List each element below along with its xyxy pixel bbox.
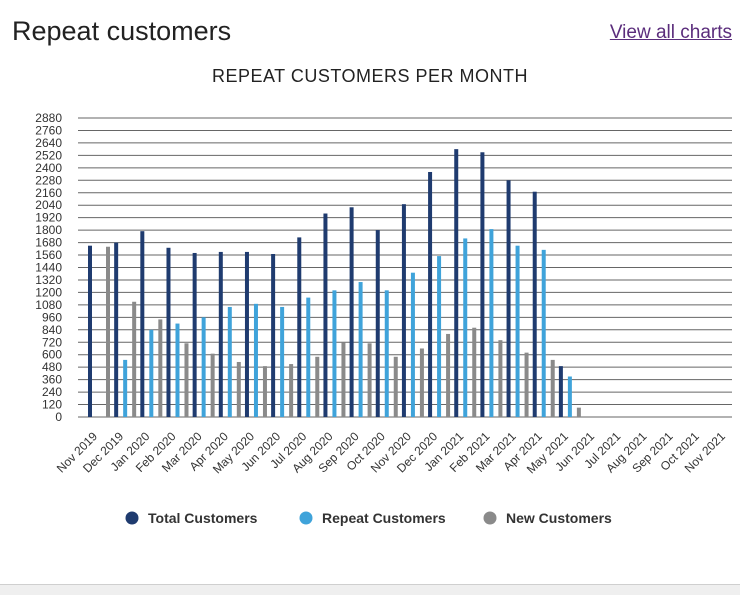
y-tick-label: 600 — [42, 348, 62, 362]
y-tick-label: 2520 — [35, 148, 62, 162]
y-tick-label: 1080 — [35, 298, 62, 312]
bar-new — [393, 356, 398, 417]
bar-total — [297, 237, 302, 417]
y-tick-label: 480 — [42, 360, 62, 374]
bar-repeat — [227, 306, 232, 417]
y-tick-label: 2880 — [35, 111, 62, 125]
page-title: Repeat customers — [12, 16, 232, 46]
bar-repeat — [489, 229, 494, 417]
y-tick-label: 840 — [42, 323, 62, 337]
y-tick-label: 720 — [42, 335, 62, 349]
bar-repeat — [384, 290, 389, 417]
y-tick-label: 1440 — [35, 261, 62, 275]
bar-repeat — [410, 272, 415, 417]
bar-new — [367, 343, 372, 417]
bar-new — [498, 340, 503, 417]
bar-total — [88, 245, 92, 417]
bar-new — [289, 364, 294, 417]
bar-new — [524, 352, 529, 417]
view-all-charts-link[interactable]: View all charts — [609, 22, 732, 43]
bar-total — [375, 230, 380, 417]
y-tick-label: 240 — [42, 385, 62, 399]
bar-repeat — [253, 303, 258, 417]
y-tick-label: 0 — [55, 410, 62, 424]
bar-new — [236, 361, 241, 417]
y-tick-label: 2040 — [35, 198, 62, 212]
bar-repeat — [280, 306, 285, 417]
legend-marker-total — [125, 511, 139, 525]
bar-total — [506, 180, 511, 417]
bar-new — [106, 246, 110, 417]
bar-repeat — [149, 329, 154, 417]
y-tick-label: 2760 — [35, 123, 62, 137]
legend-marker-new — [483, 511, 497, 525]
bar-repeat — [541, 249, 546, 417]
y-tick-label: 1800 — [35, 223, 62, 237]
bar-new — [132, 301, 137, 417]
bar-repeat — [515, 245, 520, 417]
bar-new — [419, 348, 424, 417]
bar-repeat — [463, 238, 468, 417]
bar-total — [558, 366, 563, 417]
bar-total — [166, 247, 171, 417]
legend-label-repeat: Repeat Customers — [322, 510, 446, 526]
bar-total — [218, 251, 223, 417]
bar-repeat — [306, 297, 311, 417]
bar-new — [315, 356, 320, 417]
y-tick-label: 2640 — [35, 136, 62, 150]
legend-marker-repeat — [299, 511, 313, 525]
bar-total — [454, 149, 459, 418]
bar-new — [550, 359, 555, 417]
bar-total — [192, 252, 197, 417]
bar-total — [349, 207, 354, 417]
bar-repeat — [201, 317, 206, 417]
legend-label-new: New Customers — [506, 510, 612, 526]
bar-total — [271, 254, 276, 417]
bar-repeat — [332, 290, 337, 417]
bar-new — [262, 366, 267, 417]
bottom-scroll-bar — [0, 584, 740, 595]
bar-new — [210, 353, 215, 417]
y-tick-label: 120 — [42, 398, 62, 412]
bar-repeat — [358, 282, 363, 417]
bar-total — [114, 242, 119, 417]
y-tick-label: 2400 — [35, 161, 62, 175]
bar-new — [472, 327, 477, 417]
bar-repeat — [567, 376, 572, 417]
chart-title: REPEAT CUSTOMERS PER MONTH — [211, 66, 529, 86]
y-tick-label: 1560 — [35, 248, 62, 262]
bar-new — [184, 343, 189, 417]
bar-new — [446, 333, 451, 417]
y-tick-label: 360 — [42, 373, 62, 387]
y-tick-label: 1920 — [35, 211, 62, 225]
y-tick-label: 960 — [42, 310, 62, 324]
bar-chart: 0120240360480600720840960108012001320144… — [35, 111, 732, 526]
bar-total — [323, 213, 328, 417]
y-tick-label: 1320 — [35, 273, 62, 287]
bar-repeat — [123, 359, 128, 417]
bar-new — [341, 342, 346, 417]
bar-total — [401, 204, 406, 417]
bar-repeat — [437, 256, 442, 417]
bar-total — [480, 152, 485, 417]
bar-total — [428, 171, 433, 417]
bar-total — [244, 251, 249, 417]
legend-label-total: Total Customers — [148, 510, 258, 526]
header: Repeat customers View all charts — [0, 0, 740, 60]
bar-new — [576, 407, 581, 417]
bar-new — [158, 319, 163, 417]
y-tick-label: 2280 — [35, 173, 62, 187]
bar-total — [140, 231, 145, 417]
bar-total — [532, 191, 537, 417]
y-tick-label: 1200 — [35, 285, 62, 299]
bar-repeat — [175, 323, 180, 417]
y-tick-label: 2160 — [35, 186, 62, 200]
y-tick-label: 1680 — [35, 236, 62, 250]
